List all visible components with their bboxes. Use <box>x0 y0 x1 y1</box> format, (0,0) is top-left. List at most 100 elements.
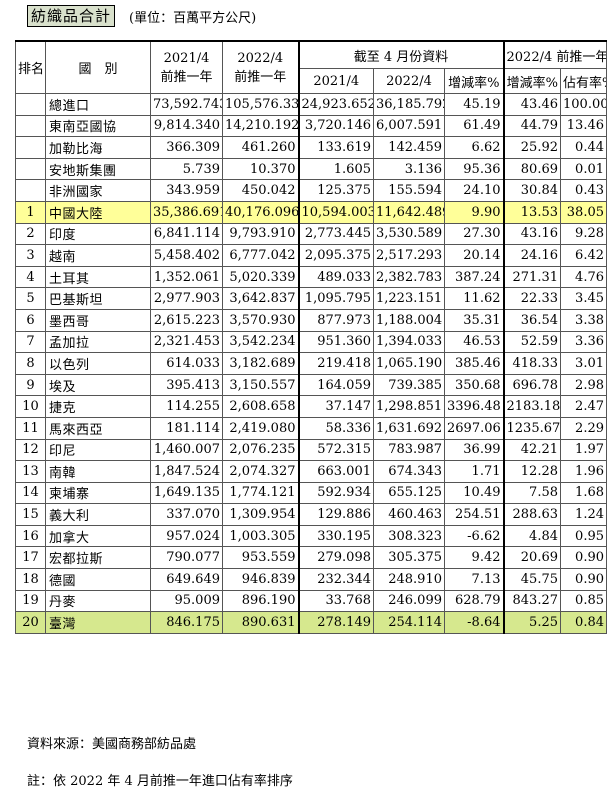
header-country: 國 別 <box>45 40 151 94</box>
rank-cell: 20 <box>15 611 46 634</box>
header-ttm-group: 2022/4 前推一年 <box>502 40 607 69</box>
ytd-change-cell: 385.46 <box>444 352 504 375</box>
ttm-2021-cell: 5,458.402 <box>150 244 223 267</box>
ytd-change-cell: 36.99 <box>444 438 504 462</box>
ttm-2021-cell: 649.649 <box>150 568 223 591</box>
ytd-2022-cell: 1,631.692 <box>373 416 445 440</box>
sort-note: 註：依 2022 年 4 月前推一年進口佔有率排序 <box>27 774 293 789</box>
rank-cell <box>15 179 46 202</box>
country-cell: 東南亞國協 <box>45 114 151 138</box>
ttm-2022-cell: 105,576.330 <box>222 93 299 116</box>
ttm-share-cell: 100.00 <box>560 93 607 116</box>
ytd-change-cell: 9.42 <box>444 546 504 570</box>
rank-cell: 19 <box>15 589 46 613</box>
rank-cell: 3 <box>15 244 46 267</box>
ttm-change-cell: 418.33 <box>502 352 561 375</box>
country-cell: 加勒比海 <box>45 136 151 159</box>
ttm-2021-cell: 2,321.453 <box>150 330 223 354</box>
ttm-2021-cell: 366.309 <box>150 136 223 159</box>
table-row: 14 柬埔寨 1,649.135 1,774.121 592.934 655.125 10.… <box>15 481 607 505</box>
ytd-2021-cell: 1.605 <box>297 157 374 181</box>
ytd-change-cell: -8.64 <box>444 611 504 634</box>
import-table: 排名 國 別 2021/4 前推一年 2022/4 前推一年 截至 4 月份資料… <box>15 40 607 634</box>
ttm-2022-cell: 2,608.658 <box>222 395 299 418</box>
ttm-2021-cell: 2,977.903 <box>150 287 223 310</box>
ytd-2022-cell: 254.114 <box>373 611 445 634</box>
ttm-change-cell: 44.79 <box>502 114 561 138</box>
ttm-share-cell: 4.76 <box>560 265 607 289</box>
ytd-2021-cell: 129.886 <box>297 503 374 526</box>
table-row: 安地斯集團 5.739 10.370 1.605 3.136 95.36 80.69 0.01 <box>15 157 607 181</box>
rank-cell: 16 <box>15 524 46 548</box>
country-cell: 丹麥 <box>45 589 151 613</box>
ttm-change-cell: 5.25 <box>502 611 561 634</box>
ytd-change-cell: 254.51 <box>444 503 504 526</box>
country-cell: 以色列 <box>45 352 151 375</box>
header-ytd-change: 增減率% <box>444 68 504 94</box>
table-row: 4 土耳其 1,352.061 5,020.339 489.033 2,382.783 38… <box>15 265 607 289</box>
table-row: 12 印尼 1,460.007 2,076.235 572.315 783.987 36.9… <box>15 438 607 462</box>
ttm-share-cell: 0.84 <box>560 611 607 634</box>
table-row: 5 巴基斯坦 2,977.903 3,642.837 1,095.795 1,223.15… <box>15 287 607 310</box>
ttm-2022-cell: 9,793.910 <box>222 222 299 246</box>
ytd-2021-cell: 330.195 <box>297 524 374 548</box>
header-ytd-2022: 2022/4 <box>373 68 445 94</box>
ytd-change-cell: 350.68 <box>444 373 504 397</box>
unit-label: (單位：百萬平方公尺) <box>129 10 257 26</box>
ytd-2022-cell: 1,223.151 <box>373 287 445 310</box>
country-cell: 安地斯集團 <box>45 157 151 181</box>
ytd-change-cell: 387.24 <box>444 265 504 289</box>
ttm-change-cell: 24.16 <box>502 244 561 267</box>
table-body: 總進口73,592.743105,576.33024,923.65236,185… <box>15 93 607 634</box>
ytd-2022-cell: 739.385 <box>373 373 445 397</box>
ttm-share-cell: 0.90 <box>560 546 607 570</box>
ttm-share-cell: 1.68 <box>560 481 607 505</box>
ttm-change-cell: 288.63 <box>502 503 561 526</box>
ttm-share-cell: 1.24 <box>560 503 607 526</box>
ytd-2022-cell: 674.343 <box>373 460 445 483</box>
ttm-share-cell: 0.95 <box>560 524 607 548</box>
country-cell: 加拿大 <box>45 524 151 548</box>
ttm-2021-cell: 1,847.524 <box>150 460 223 483</box>
rank-cell: 10 <box>15 395 46 418</box>
ytd-change-cell: 628.79 <box>444 589 504 613</box>
rank-cell: 12 <box>15 438 46 462</box>
table-row: 18 德國 649.649 946.839 232.344 248.910 7.13 45.7… <box>15 568 607 591</box>
header-2022-ttm: 2022/4 前推一年 <box>222 40 299 94</box>
ytd-change-cell: 45.19 <box>444 93 504 116</box>
ttm-2022-cell: 3,570.930 <box>222 308 299 332</box>
ttm-share-cell: 0.01 <box>560 157 607 181</box>
ttm-change-cell: 843.27 <box>502 589 561 613</box>
ttm-share-cell: 38.05 <box>560 200 607 224</box>
ttm-2022-cell: 6,777.042 <box>222 244 299 267</box>
ytd-change-cell: 27.30 <box>444 222 504 246</box>
country-cell: 德國 <box>45 568 151 591</box>
ttm-share-cell: 0.44 <box>560 136 607 159</box>
ytd-change-cell: 9.90 <box>444 200 504 224</box>
ytd-2022-cell: 11,642.489 <box>373 200 445 224</box>
ttm-share-cell: 3.36 <box>560 330 607 354</box>
ytd-2022-cell: 3.136 <box>373 157 445 181</box>
rank-cell: 13 <box>15 460 46 483</box>
ttm-2021-cell: 114.255 <box>150 395 223 418</box>
table-row: 20 臺灣 846.175 890.631 278.149 254.114 -8.64 5.2… <box>15 611 607 634</box>
ytd-2021-cell: 133.619 <box>297 136 374 159</box>
ttm-2022-cell: 3,542.234 <box>222 330 299 354</box>
ttm-share-cell: 6.42 <box>560 244 607 267</box>
country-cell: 馬來西亞 <box>45 416 151 440</box>
ttm-change-cell: 80.69 <box>502 157 561 181</box>
table-row: 1 中國大陸 35,386.691 40,176.096 10,594.003 11,64… <box>15 200 607 224</box>
country-cell: 巴基斯坦 <box>45 287 151 310</box>
rank-cell: 17 <box>15 546 46 570</box>
rank-cell: 6 <box>15 308 46 332</box>
ttm-change-cell: 30.84 <box>502 179 561 202</box>
ytd-2022-cell: 1,065.190 <box>373 352 445 375</box>
ttm-2021-cell: 957.024 <box>150 524 223 548</box>
ttm-change-cell: 696.78 <box>502 373 561 397</box>
ttm-2021-cell: 1,352.061 <box>150 265 223 289</box>
ttm-2021-cell: 9,814.340 <box>150 114 223 138</box>
rank-cell: 4 <box>15 265 46 289</box>
ytd-2021-cell: 37.147 <box>297 395 374 418</box>
ytd-2021-cell: 24,923.652 <box>297 93 374 116</box>
table-row: 10 捷克 114.255 2,608.658 37.147 1,298.851 3396.… <box>15 395 607 418</box>
